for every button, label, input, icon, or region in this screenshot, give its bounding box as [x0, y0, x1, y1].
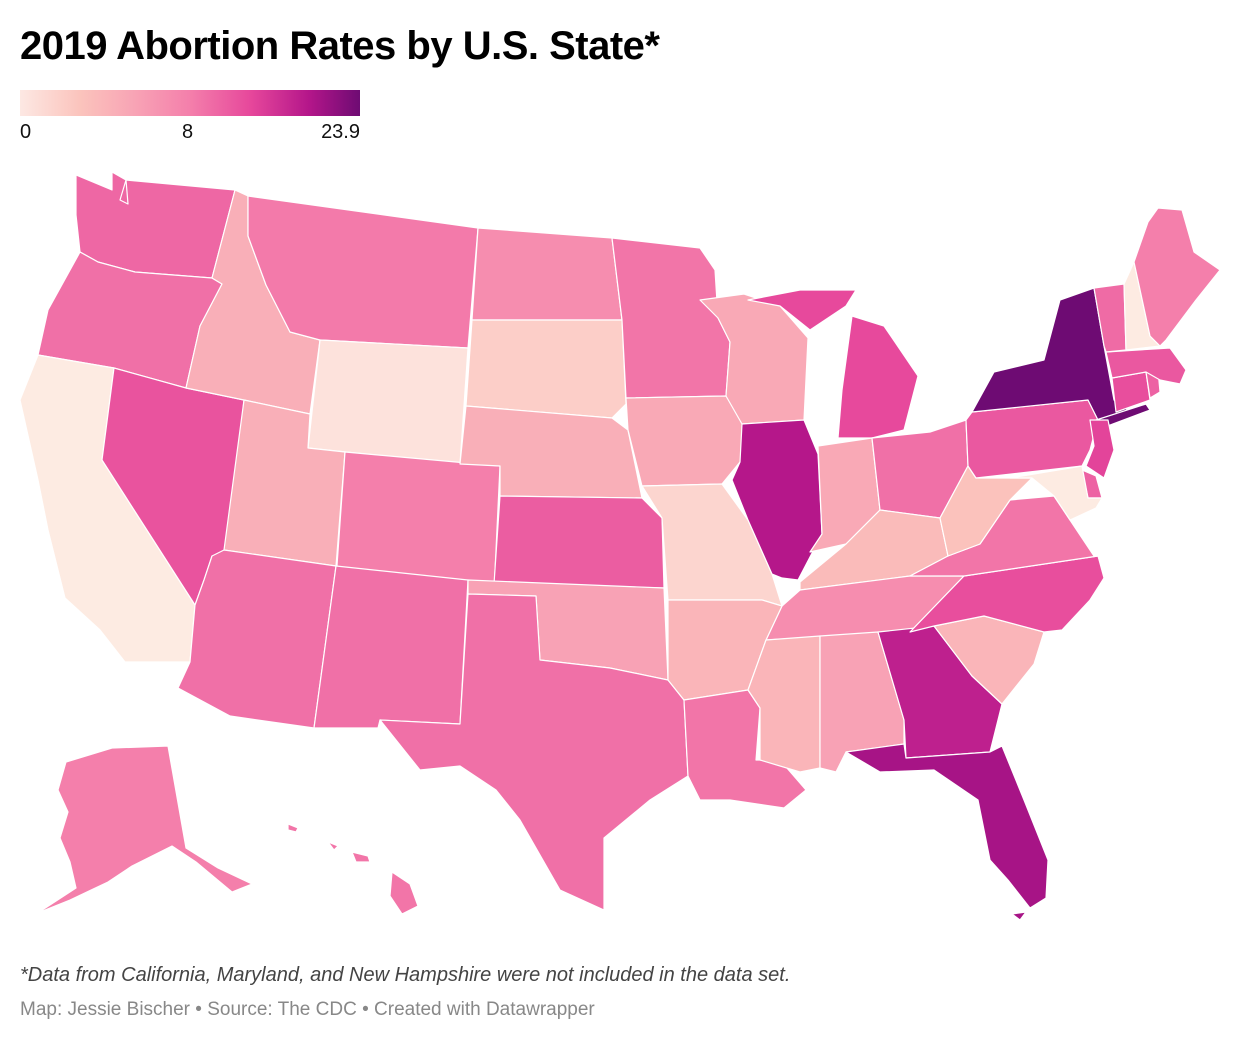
legend-min-label: 0: [20, 121, 32, 143]
credits-line: Map: Jessie Bischer • Source: The CDC • …: [20, 999, 595, 1020]
state-FL[interactable]: [845, 743, 1049, 909]
state-MN[interactable]: [611, 237, 731, 399]
state-KS[interactable]: [493, 495, 665, 589]
state-MI-UP[interactable]: [747, 289, 857, 331]
state-TX[interactable]: [379, 593, 689, 911]
state-NM[interactable]: [313, 565, 469, 729]
state-AK[interactable]: [29, 745, 253, 919]
state-FL-keys[interactable]: [1011, 911, 1027, 921]
state-ND[interactable]: [471, 227, 623, 321]
chart-title: 2019 Abortion Rates by U.S. State*: [20, 24, 660, 68]
legend-max-label: 23.9: [321, 121, 360, 143]
footnote: *Data from California, Maryland, and New…: [20, 964, 791, 986]
state-SD[interactable]: [465, 319, 627, 419]
state-MD[interactable]: [1009, 465, 1103, 521]
state-WY[interactable]: [307, 339, 469, 465]
legend-mid-label: 8: [182, 121, 194, 143]
state-IL[interactable]: [731, 419, 823, 581]
state-NJ[interactable]: [1085, 419, 1115, 479]
state-ME[interactable]: [1133, 207, 1221, 347]
state-MA[interactable]: [1105, 347, 1187, 385]
state-VT[interactable]: [1093, 283, 1127, 353]
legend-gradient-bar: [20, 90, 360, 116]
color-legend: 0 8 23.9: [20, 90, 360, 150]
state-HI[interactable]: [287, 823, 419, 915]
state-IA[interactable]: [625, 395, 749, 487]
state-MI[interactable]: [837, 315, 919, 439]
